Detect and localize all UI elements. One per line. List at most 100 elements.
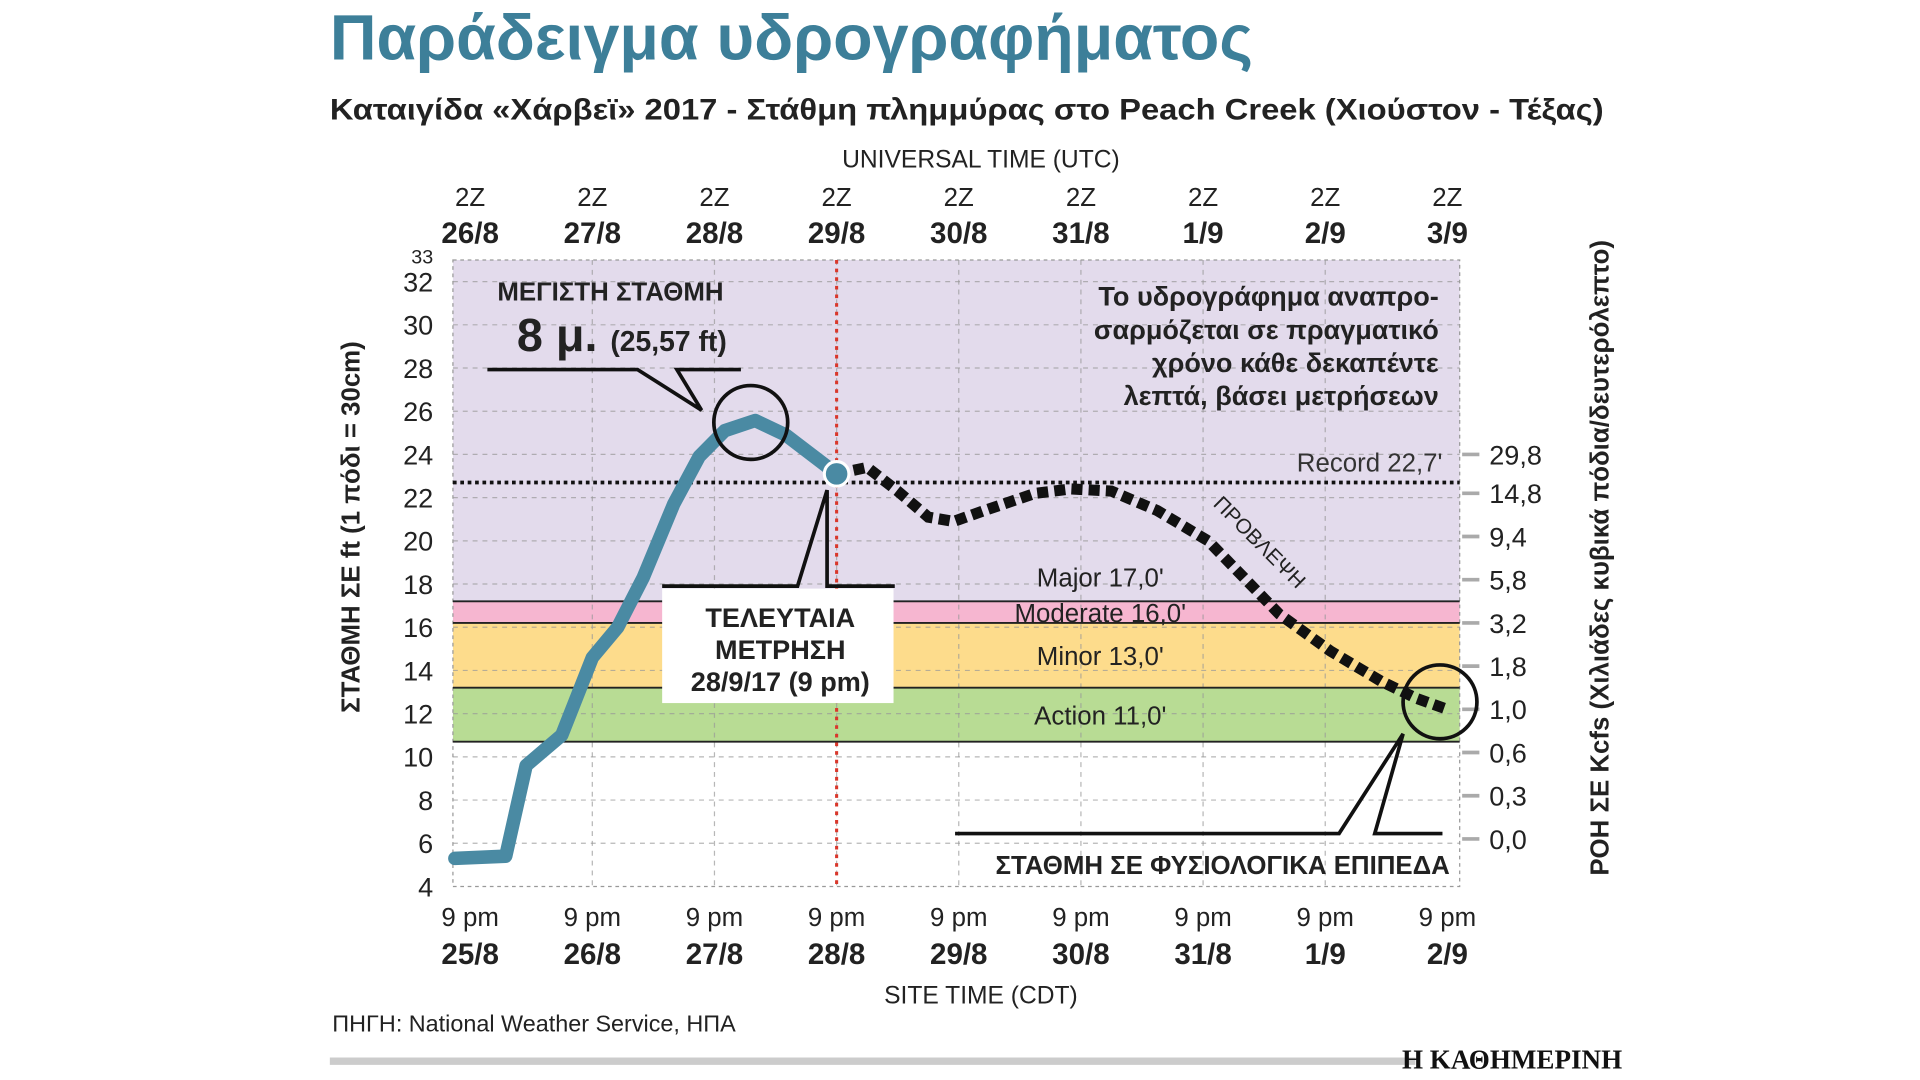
flood-bands	[452, 260, 1460, 742]
top-tick-time: 2Z	[1310, 184, 1340, 212]
band-action	[452, 687, 1460, 742]
bottom-tick-time: 9 pm	[1297, 904, 1354, 932]
y2-axis-title: ΡΟΗ ΣΕ Kcfs (Χιλιάδες κυβικά πόδια/δευτε…	[1587, 240, 1615, 876]
bottom-tick-time: 9 pm	[1419, 904, 1476, 932]
right-axis-ticks: 29,8 14,8 9,4 5,8 3,2 1,8 1,0 0,6 0,3 0,0	[1462, 439, 1542, 855]
y-tick-label: 32	[403, 266, 433, 297]
x-axis-title: SITE TIME (CDT)	[884, 982, 1078, 1009]
y-tick-label: 16	[403, 612, 433, 643]
band-label-major: Major 17,0'	[1037, 565, 1164, 593]
y-tick-label: 33	[411, 247, 433, 269]
normal-callout	[955, 732, 1443, 836]
top-tick-time: 2Z	[699, 184, 729, 212]
y2-tick-label: 1,8	[1489, 651, 1527, 682]
y-tick-label: 24	[403, 439, 433, 470]
bottom-tick-time: 9 pm	[1174, 904, 1231, 932]
bottom-tick-date: 29/8	[930, 938, 987, 971]
page-title: Παράδειγμα υδρογραφήματος	[330, 1, 1253, 73]
top-tick-date: 27/8	[564, 217, 621, 250]
y2-tick-label: 0,3	[1489, 781, 1527, 812]
y2-tick-label: 1,0	[1489, 694, 1527, 725]
max-value-ft: (25,57 ft)	[610, 325, 726, 357]
band-label-action: Action 11,0'	[1034, 703, 1166, 731]
bottom-tick-time: 9 pm	[930, 904, 987, 932]
y-tick-label: 10	[403, 742, 433, 773]
last-box	[662, 588, 894, 704]
top-axis-ticks: 2Z 26/8 2Z 27/8 2Z 28/8 2Z 29/8 2Z 30/8 2Z 31/8 2Z 1/…	[441, 184, 1467, 250]
y2-tick-label: 0,6	[1489, 737, 1527, 768]
y2-tick-label: 3,2	[1489, 608, 1527, 639]
note-line-2: σαρμόζεται σε πραγματικό	[1094, 314, 1439, 345]
note-line-3: χρόνο κάθε δεκαπέντε	[1152, 347, 1439, 378]
y2-tick-label: 14,8	[1489, 478, 1542, 509]
y-tick-label: 20	[403, 526, 433, 557]
top-tick-time: 2Z	[1066, 184, 1096, 212]
max-callout	[487, 367, 741, 412]
top-tick-date: 28/8	[686, 217, 743, 250]
y-tick-label: 28	[403, 353, 433, 384]
bottom-tick-date: 31/8	[1174, 938, 1231, 971]
bottom-tick-time: 9 pm	[441, 904, 498, 932]
forecast-series-line	[835, 461, 1450, 715]
normal-highlight-circle	[1401, 663, 1479, 741]
note-line-4: λεπτά, βάσει μετρήσεων	[1124, 380, 1439, 411]
source-note: ΠΗΓΗ: National Weather Service, ΗΠΑ	[332, 1011, 736, 1037]
top-tick-time: 2Z	[822, 184, 852, 212]
y-tick-label: 6	[418, 828, 433, 859]
normal-label: ΣΤΑΘΜΗ ΣΕ ΦΥΣΙΟΛΟΓΙΚΑ ΕΠΙΠΕΔΑ	[995, 852, 1449, 880]
y2-tick-label: 5,8	[1489, 565, 1527, 596]
max-value: 8 μ. (25,57 ft)	[517, 309, 727, 361]
last-callout	[662, 489, 895, 588]
max-value-m: 8 μ.	[517, 309, 598, 361]
brand-logo: Η ΚΑΘΗΜΕΡΙΝΗ	[1402, 1045, 1622, 1075]
top-tick-date: 30/8	[930, 217, 987, 250]
bottom-tick-date: 26/8	[564, 938, 621, 971]
top-tick-time: 2Z	[577, 184, 607, 212]
top-tick-date: 26/8	[441, 217, 498, 250]
top-tick-time: 2Z	[1188, 184, 1218, 212]
bottom-tick-date: 28/8	[808, 938, 865, 971]
band-label-minor: Minor 13,0'	[1037, 643, 1164, 671]
y-tick-label: 26	[403, 396, 433, 427]
band-major	[452, 260, 1460, 602]
top-tick-time: 2Z	[1432, 184, 1462, 212]
last-line-2: ΜΕΤΡΗΣΗ	[715, 634, 846, 665]
band-label-moderate: Moderate 16,0'	[1015, 600, 1187, 628]
top-tick-date: 3/9	[1427, 217, 1468, 250]
last-line-3: 28/9/17 (9 pm)	[691, 666, 870, 697]
y2-tick-label: 0,0	[1489, 824, 1527, 855]
y-tick-label: 18	[403, 569, 433, 600]
plot-frame	[452, 259, 1461, 888]
subtitle: Καταιγίδα «Χάρβεϊ» 2017 - Στάθμη πλημμύρ…	[330, 94, 1604, 127]
bottom-tick-date: 27/8	[686, 938, 743, 971]
note-line-1: Το υδρογράφημα αναπρο-	[1098, 281, 1438, 312]
bottom-axis-ticks: 9 pm 25/8 9 pm 26/8 9 pm 27/8 9 pm 28/8 9 pm 29/8…	[441, 904, 1476, 971]
y-axis-title: ΣΤΑΘΜΗ ΣΕ ft (1 πόδι = 30cm)	[337, 341, 365, 713]
top-tick-time: 2Z	[455, 184, 485, 212]
bottom-tick-time: 9 pm	[1052, 904, 1109, 932]
last-measurement-point	[822, 460, 851, 488]
top-tick-date: 1/9	[1183, 217, 1224, 250]
max-highlight-circle	[712, 383, 790, 462]
y-tick-label: 22	[403, 482, 433, 513]
bottom-tick-date: 30/8	[1052, 938, 1109, 971]
band-moderate	[452, 601, 1460, 623]
record-label: Record 22,7'	[1297, 449, 1443, 477]
observed-series-line	[448, 413, 844, 866]
y-tick-label: 14	[403, 655, 433, 686]
last-line-1: ΤΕΛΕΥΤΑΙΑ	[705, 602, 855, 633]
y-tick-label: 8	[418, 785, 433, 816]
top-tick-date: 31/8	[1052, 217, 1109, 250]
y-tick-label: 30	[403, 310, 433, 341]
bottom-tick-time: 9 pm	[686, 904, 743, 932]
y2-tick-label: 9,4	[1489, 521, 1527, 552]
bottom-tick-date: 1/9	[1305, 938, 1346, 971]
max-title: ΜΕΓΙΣΤΗ ΣΤΑΘΜΗ	[497, 279, 723, 307]
top-axis-label: UNIVERSAL TIME (UTC)	[842, 147, 1120, 174]
bottom-tick-time: 9 pm	[808, 904, 865, 932]
bottom-tick-date: 25/8	[441, 938, 498, 971]
y-tick-label: 4	[418, 871, 433, 902]
y2-tick-label: 29,8	[1489, 439, 1542, 470]
